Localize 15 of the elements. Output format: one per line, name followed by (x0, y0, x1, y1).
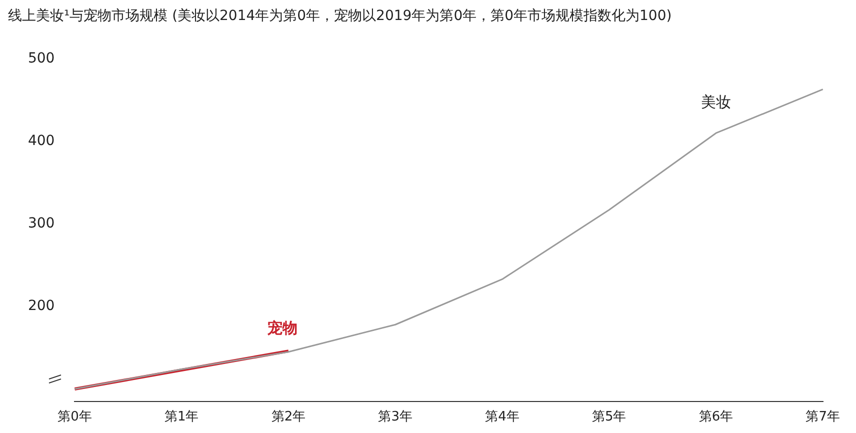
x-tick-label: 第6年 (698, 410, 734, 425)
y-tick-label: 500 (28, 50, 55, 66)
y-tick-label: 400 (28, 132, 55, 149)
x-tick-label: 第2年 (271, 410, 306, 425)
series-label: 宠物 (266, 319, 298, 338)
x-tick-label: 第3年 (378, 410, 412, 425)
x-tick-label: 第5年 (592, 410, 626, 425)
x-tick-label: 第1年 (164, 410, 199, 425)
chart-title: 线上美妆¹与宠物市场规模 (美妆以2014年为第0年，宠物以2019年为第0年，第0年市场规模指数化为100) (8, 8, 672, 24)
y-tick-label: 300 (28, 216, 55, 232)
y-tick-label: 200 (28, 298, 55, 314)
x-tick-label: 第4年 (485, 410, 520, 425)
series-label: 美妆 (700, 93, 731, 112)
x-tick-label: 第7年 (806, 410, 840, 425)
x-tick-label: 第0年 (58, 410, 92, 425)
